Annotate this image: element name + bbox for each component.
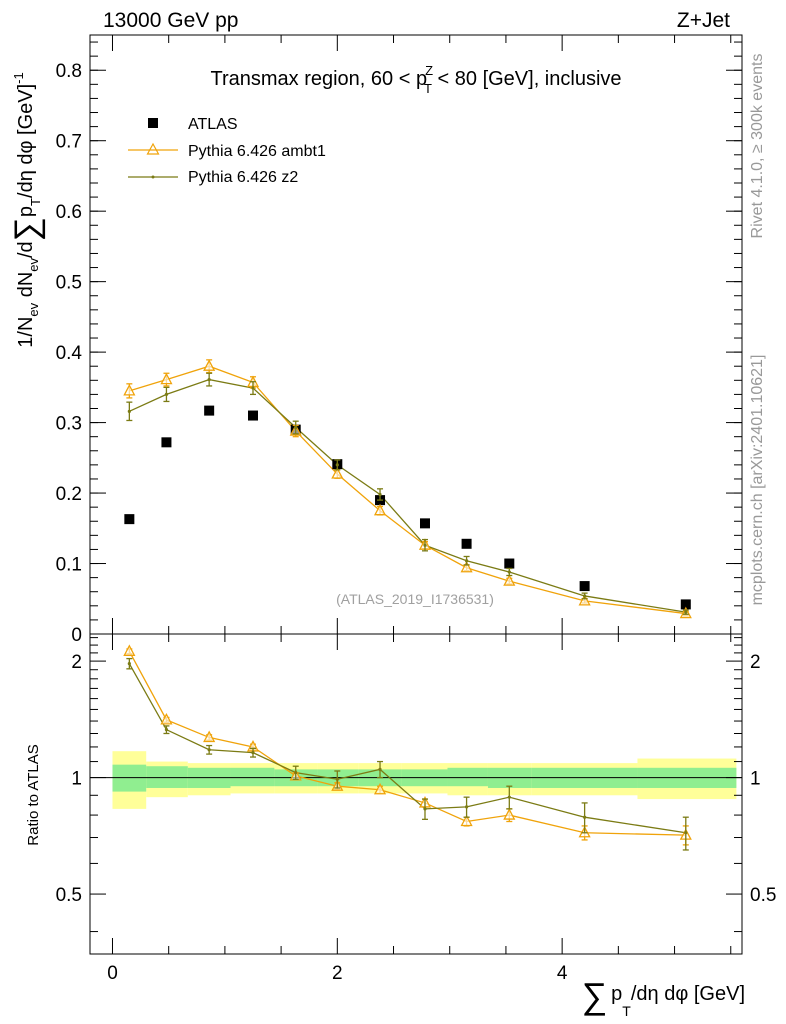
ratio-y-tick-label: 1: [71, 769, 82, 790]
ratio-point-pythia-6-426-z2: [684, 831, 688, 835]
data-point-atlas: [204, 405, 215, 416]
ratio-axis-ticks: [90, 634, 742, 954]
data-point-pythia-6-426-z2: [127, 409, 131, 413]
x-tick-label: 2: [332, 963, 343, 984]
series-line-pythia-6-426-ambt1: [129, 365, 686, 615]
chart-title: Transmax region, 60 < pZ T < 80 [GeV], in…: [210, 63, 621, 96]
data-point-atlas: [419, 518, 430, 529]
ratio-inner-band: [447, 767, 488, 787]
x-tick-label: 0: [107, 963, 118, 984]
data-point-pythia-6-426-z2: [423, 543, 427, 547]
main-axis-ticks: [90, 35, 742, 635]
data-point-pythia-6-426-ambt1: [373, 503, 387, 516]
main-y-tick-label: 0.7: [56, 132, 82, 153]
data-point-pythia-6-426-z2: [207, 378, 211, 382]
data-point-pythia-6-426-z2: [507, 570, 511, 574]
main-y-tick-label: 0.5: [56, 273, 82, 294]
data-point-atlas: [461, 538, 472, 549]
ratio-point-pythia-6-426-z2: [507, 795, 511, 799]
ratio-point-pythia-6-426-ambt1: [373, 782, 387, 795]
ratio-series-layer: [123, 644, 692, 851]
data-point-pythia-6-426-z2: [378, 492, 382, 497]
mcplots-reference-label: mcplots.cern.ch [arXiv:2401.10621]: [749, 355, 766, 606]
ratio-line-pythia-6-426-ambt1: [128, 650, 686, 836]
ratio-point-pythia-6-426-z2: [251, 751, 255, 755]
legend-atlas-label: ATLAS: [188, 116, 238, 133]
legend-z2-marker: [151, 175, 155, 179]
main-y-tick-label: 0.8: [56, 61, 82, 82]
data-point-pythia-6-426-ambt1: [503, 574, 516, 586]
data-point-atlas: [504, 558, 515, 569]
x-axis-label: ∑ pT/dη dφ [GeV]: [582, 975, 746, 1019]
data-point-pythia-6-426-ambt1: [331, 467, 344, 479]
ratio-point-pythia-6-426-ambt1: [160, 712, 173, 725]
ratio-plot: 0.5 0.5 1 1 2 2 0 2 4: [56, 633, 777, 984]
data-point-atlas: [124, 514, 135, 525]
legend-atlas-marker: [148, 118, 158, 128]
ratio-point-pythia-6-426-z2: [583, 815, 587, 819]
ratio-point-pythia-6-426-z2: [294, 771, 298, 775]
main-y-tick-label: 0.6: [56, 202, 82, 223]
legend: ATLAS Pythia 6.426 ambt1 Pythia 6.426 z2: [128, 116, 326, 186]
ratio-point-pythia-6-426-ambt1: [503, 808, 516, 820]
ratio-y-tick-label: 0.5: [56, 885, 82, 906]
ratio-x-tick-labels: 0 2 4: [107, 963, 568, 984]
main-series-layer: [123, 359, 692, 619]
main-y-tick-label: 0.4: [56, 343, 83, 364]
data-point-pythia-6-426-z2: [164, 392, 169, 396]
ratio-inner-band: [230, 767, 275, 787]
x-tick-label: 4: [557, 963, 568, 984]
data-point-pythia-6-426-ambt1: [160, 372, 173, 385]
data-point-atlas: [680, 599, 691, 610]
data-point-pythia-6-426-ambt1: [123, 383, 136, 396]
ratio-line-pythia-6-426-z2: [128, 663, 686, 834]
ratio-point-pythia-6-426-z2: [378, 767, 382, 771]
series-line-pythia-6-426-z2: [129, 378, 686, 613]
analysis-watermark: (ATLAS_2019_I1736531): [336, 591, 494, 607]
ratio-y-tick-label: 2: [71, 652, 82, 673]
legend-z2-label: Pythia 6.426 z2: [188, 169, 298, 186]
data-point-atlas: [248, 410, 258, 421]
ratio-y-tick-labels: 0.5 0.5 1 1 2 2: [56, 652, 777, 906]
ratio-point-pythia-6-426-z2: [164, 728, 169, 732]
data-point-pythia-6-426-ambt1: [203, 359, 216, 371]
ratio-point-pythia-6-426-ambt1: [460, 814, 473, 827]
main-y-axis-label: 1/Nev dNev/d∑pT/dη dφ [GeV]-1: [8, 72, 46, 347]
data-point-pythia-6-426-z2: [251, 386, 255, 390]
ratio-plot-frame: [89, 633, 743, 955]
ratio-point-pythia-6-426-z2: [127, 662, 131, 666]
main-y-tick-label: 0.2: [56, 484, 82, 505]
main-plot: 0 0.1 0.2 0.3 0.4 0.5 0.6 0.7 0.8 Transmax regio…: [56, 34, 743, 646]
data-point-pythia-6-426-z2: [583, 594, 587, 598]
ratio-point-pythia-6-426-z2: [464, 805, 469, 809]
data-point-pythia-6-426-z2: [294, 425, 298, 430]
ratio-point-pythia-6-426-z2: [207, 748, 211, 752]
process-label: Z+Jet: [677, 9, 730, 32]
energy-label: 13000 GeV pp: [103, 9, 238, 32]
ratio-point-pythia-6-426-z2: [335, 777, 339, 781]
data-point-pythia-6-426-ambt1: [460, 560, 473, 573]
ratio-point-pythia-6-426-z2: [423, 807, 427, 811]
main-y-tick-label: 0.1: [56, 555, 82, 576]
legend-ambt1-marker: [146, 142, 160, 155]
ratio-point-pythia-6-426-ambt1: [203, 730, 216, 743]
data-point-atlas: [579, 581, 590, 592]
data-point-pythia-6-426-z2: [684, 610, 688, 614]
data-point-atlas: [161, 437, 172, 448]
legend-ambt1-label: Pythia 6.426 ambt1: [188, 143, 326, 160]
ratio-y-tick-label-right: 1: [750, 769, 761, 790]
ratio-y-tick-label-right: 2: [750, 652, 761, 673]
data-point-pythia-6-426-z2: [335, 463, 339, 467]
main-y-tick-label: 0: [71, 625, 82, 646]
rivet-version-label: Rivet 4.1.0, ≥ 300k events: [749, 54, 766, 239]
main-y-tick-labels: 0 0.1 0.2 0.3 0.4 0.5 0.6 0.7 0.8: [56, 61, 83, 646]
ratio-point-pythia-6-426-ambt1: [123, 644, 136, 656]
data-point-pythia-6-426-ambt1: [578, 593, 591, 606]
main-y-tick-label: 0.3: [56, 414, 82, 435]
ratio-y-tick-label-right: 0.5: [750, 885, 776, 906]
ratio-y-axis-label: Ratio to ATLAS: [25, 744, 42, 845]
ratio-inner-band: [112, 764, 147, 792]
data-point-pythia-6-426-z2: [464, 559, 469, 563]
